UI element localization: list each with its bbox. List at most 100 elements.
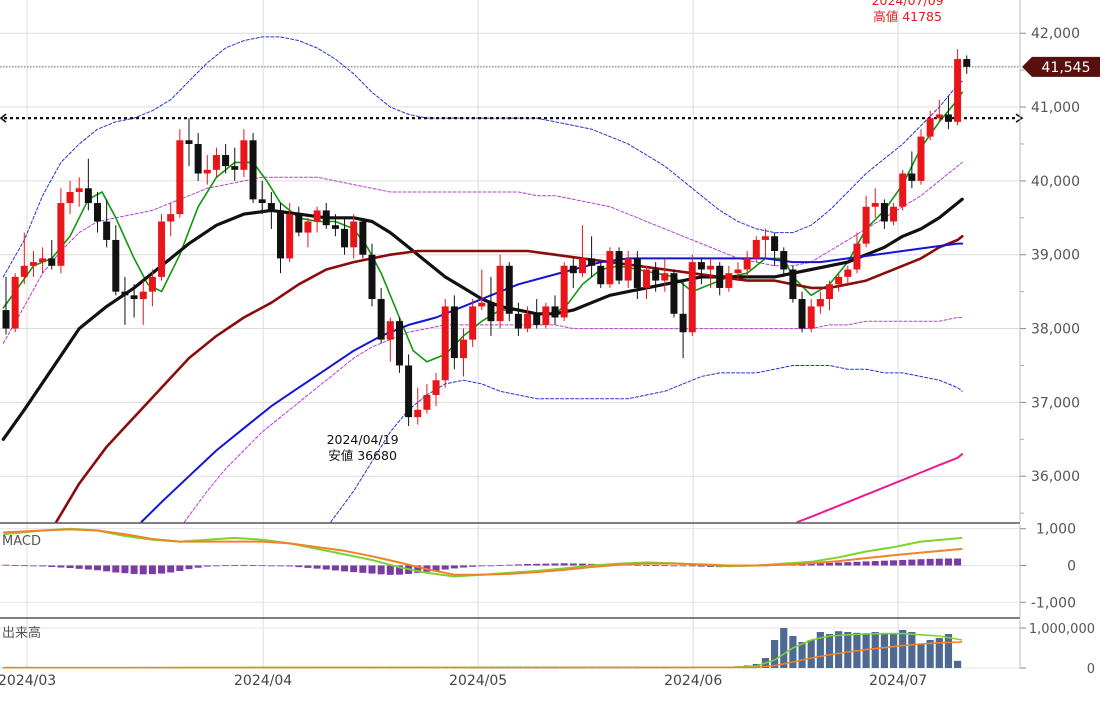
candle-up (148, 276, 156, 292)
macd-histogram-bar (807, 563, 815, 566)
macd-histogram-bar (75, 565, 83, 569)
macd-histogram-bar (185, 565, 193, 570)
macd-histogram-bar (935, 558, 943, 566)
price-tick-label: 36,000 (1031, 469, 1080, 485)
candle-down (231, 166, 239, 170)
macd-histogram-bar (679, 565, 687, 567)
candle-down (450, 306, 458, 359)
macd-histogram-bar (103, 565, 111, 572)
volume-bar (780, 628, 788, 668)
candle-up (871, 203, 879, 207)
macd-histogram-bar (652, 565, 660, 566)
candle-down (341, 228, 349, 248)
macd-histogram-bar (29, 565, 37, 567)
candle-down (679, 313, 687, 333)
candle-down (944, 114, 952, 122)
candle-up (624, 258, 632, 281)
candle-up (75, 188, 83, 192)
candle-up (313, 210, 321, 222)
candle-up (734, 269, 742, 274)
candle-down (880, 203, 888, 222)
macd-histogram-bar (414, 565, 422, 573)
volume-bar (862, 633, 870, 668)
volume-average-line (3, 641, 963, 669)
reference-level-left-marker (0, 113, 7, 123)
current-price-label: 41,545 (1042, 60, 1091, 76)
candle-up (661, 273, 669, 281)
moving-average-line (140, 242, 964, 523)
macd-histogram-bar (331, 565, 339, 571)
macd-histogram-bar (158, 565, 166, 574)
volume-bar (871, 632, 879, 668)
candle-down (633, 258, 641, 288)
price-tick-label: 41,000 (1031, 100, 1080, 116)
macd-histogram-bar (176, 565, 184, 571)
x-axis-label: 2024/07 (869, 673, 927, 689)
price-tick-label: 42,000 (1031, 26, 1080, 42)
volume-bar (954, 660, 962, 668)
x-axis-label: 2024/03 (0, 673, 56, 689)
volume-tick-label: 0 (1087, 662, 1095, 677)
macd-histogram-bar (633, 564, 641, 566)
candle-up (707, 265, 715, 270)
candle-up (853, 243, 861, 270)
candle-down (405, 365, 413, 418)
volume-pane-label: 出来高 (2, 625, 41, 641)
macd-histogram-bar (880, 560, 888, 566)
macd-histogram-bar (48, 565, 56, 567)
macd-histogram-bar (139, 565, 147, 575)
low-annotation-label: 安値 36680 (328, 448, 397, 463)
gridlines (26, 0, 899, 668)
macd-histogram-bar (926, 558, 934, 566)
band-line (330, 365, 963, 523)
macd-histogram-bar (341, 565, 349, 572)
macd-line (3, 528, 963, 576)
macd-histogram-bar (542, 563, 550, 566)
candle-down (780, 251, 788, 270)
candle-up (139, 291, 147, 300)
macd-lines (3, 527, 963, 578)
candle-up (240, 140, 248, 170)
reference-level-right-marker (1015, 113, 1024, 123)
candle-down (395, 321, 403, 366)
macd-histogram-bar (871, 561, 879, 566)
volume-bar (917, 644, 925, 668)
candle-down (670, 273, 678, 314)
macd-histogram-bar (469, 565, 477, 567)
volume-bar (771, 640, 779, 668)
band-line (183, 317, 963, 523)
candle-up (167, 214, 175, 222)
macd-histogram-bar (66, 565, 74, 569)
macd-histogram-bar (395, 565, 403, 575)
macd-histogram-bar (148, 565, 156, 575)
volume-bar (944, 634, 953, 668)
candle-down (569, 265, 577, 274)
macd-histogram-bar (57, 565, 65, 568)
macd-histogram-bar (643, 564, 650, 566)
macd-histogram-bar (533, 563, 541, 566)
candle-down (697, 262, 705, 270)
macd-tick-label: -1,000 (1031, 595, 1076, 611)
candle-up (441, 306, 449, 381)
candle-up (469, 306, 477, 340)
macd-histogram-bar (862, 561, 870, 566)
macd-histogram-bar (130, 565, 138, 574)
macd-histogram-bar (386, 565, 394, 575)
candle-down (322, 210, 330, 226)
macd-histogram-bar (826, 562, 833, 566)
candle-down (84, 188, 92, 204)
candle-down (533, 313, 541, 325)
candle-down (130, 295, 138, 300)
high-annotation-label: 高値 41785 (873, 9, 942, 24)
candle-down (2, 310, 10, 329)
macd-histogram-bar (478, 565, 486, 567)
macd-histogram-bar (322, 565, 330, 570)
candle-down (551, 306, 559, 318)
volume-bar (844, 632, 852, 668)
macd-histogram-bar (304, 565, 312, 568)
candle-up (478, 302, 486, 307)
macd-histogram-bar (194, 565, 202, 568)
macd-histogram-bar (267, 565, 275, 567)
candle-up (57, 203, 65, 266)
macd-histogram-bar (505, 564, 513, 566)
